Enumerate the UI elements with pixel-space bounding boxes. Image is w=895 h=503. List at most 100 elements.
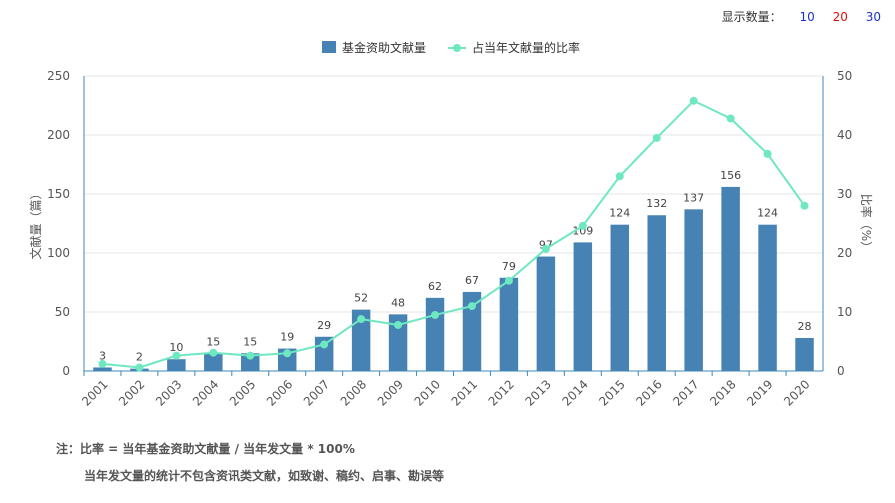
ratio-point bbox=[283, 349, 292, 358]
y-tick-right: 40 bbox=[837, 128, 852, 142]
bar bbox=[241, 353, 260, 371]
bar-value-label: 62 bbox=[428, 280, 442, 293]
legend-swatch-bars bbox=[322, 41, 336, 53]
bar-value-label: 132 bbox=[646, 197, 667, 210]
x-tick-label: 2001 bbox=[79, 377, 110, 408]
bar bbox=[721, 186, 740, 371]
ratio-point bbox=[209, 348, 218, 357]
ratio-line bbox=[102, 99, 806, 369]
y-tick-left: 150 bbox=[47, 187, 70, 201]
bar-value-label: 79 bbox=[502, 260, 516, 273]
y-axis-title-right: 比率（%） bbox=[859, 194, 874, 253]
bar bbox=[573, 242, 593, 371]
bar bbox=[425, 297, 445, 371]
legend-label-bars: 基金资助文献量 bbox=[342, 40, 426, 55]
x-tick-label: 2016 bbox=[633, 377, 664, 408]
footnote-line-2: 当年发文量的统计不包含资讯类文献，如致谢、稿约、启事、勘误等 bbox=[84, 469, 445, 483]
bar bbox=[499, 277, 519, 371]
x-tick-label: 2015 bbox=[596, 377, 627, 408]
x-tick-label: 2009 bbox=[375, 377, 406, 408]
bar bbox=[795, 337, 814, 371]
ratio-point bbox=[504, 276, 513, 285]
bar-value-label: 28 bbox=[798, 320, 812, 333]
x-tick-label: 2020 bbox=[781, 377, 812, 408]
y-tick-right: 10 bbox=[837, 305, 852, 319]
bar bbox=[684, 209, 703, 371]
display-count-option-10[interactable]: 10 bbox=[799, 10, 815, 24]
display-count-option-30[interactable]: 30 bbox=[865, 10, 881, 24]
x-tick-label: 2019 bbox=[744, 377, 775, 408]
ratio-point bbox=[431, 310, 440, 319]
bar-value-label: 3 bbox=[99, 349, 106, 362]
y-tick-right: 50 bbox=[837, 69, 852, 83]
bar-value-label: 67 bbox=[465, 274, 479, 287]
x-tick-label: 2005 bbox=[227, 377, 258, 408]
legend-swatch-point bbox=[453, 44, 461, 52]
ratio-point bbox=[135, 363, 144, 372]
x-tick-label: 2014 bbox=[559, 377, 590, 408]
bar bbox=[167, 359, 186, 371]
ratio-point bbox=[726, 114, 735, 123]
y-tick-left: 50 bbox=[55, 305, 70, 319]
ratio-point bbox=[320, 340, 329, 349]
bar bbox=[536, 256, 556, 371]
bar-value-label: 137 bbox=[683, 191, 704, 204]
bar bbox=[93, 367, 112, 371]
x-tick-label: 2008 bbox=[338, 377, 369, 408]
footnote-line-1: 注：比率 = 当年基金资助文献量 / 当年发文量 * 100% bbox=[56, 442, 355, 456]
ratio-point bbox=[172, 351, 181, 360]
bar bbox=[758, 224, 777, 371]
x-tick-label: 2018 bbox=[707, 377, 738, 408]
x-tick-label: 2004 bbox=[190, 377, 221, 408]
bar-value-label: 52 bbox=[354, 292, 368, 305]
bar bbox=[462, 291, 482, 371]
y-tick-right: 0 bbox=[837, 364, 845, 378]
y-tick-right: 30 bbox=[837, 187, 852, 201]
x-tick-label: 2006 bbox=[264, 377, 295, 408]
bar-value-label: 15 bbox=[206, 335, 220, 348]
ratio-point bbox=[541, 244, 550, 253]
ratio-point bbox=[652, 133, 661, 142]
bar-value-label: 10 bbox=[169, 341, 183, 354]
bar-value-label: 156 bbox=[720, 169, 741, 182]
bar bbox=[647, 215, 666, 371]
ratio-point bbox=[578, 221, 587, 230]
bar bbox=[388, 314, 408, 371]
y-tick-left: 0 bbox=[62, 364, 70, 378]
bar-value-label: 2 bbox=[136, 351, 143, 364]
bar-value-label: 124 bbox=[757, 207, 778, 220]
bar-value-label: 124 bbox=[609, 207, 630, 220]
ratio-point bbox=[763, 149, 772, 158]
y-tick-right: 20 bbox=[837, 246, 852, 260]
x-tick-label: 2002 bbox=[116, 377, 147, 408]
ratio-point bbox=[98, 359, 107, 368]
x-tick-label: 2011 bbox=[449, 377, 480, 408]
bar bbox=[610, 224, 630, 371]
chart: 0 50 100 150 200 250 0 10 20 30 40 50 文献量（篇） 比率（%） 3 2 1… bbox=[28, 40, 874, 409]
y-tick-left: 250 bbox=[47, 69, 70, 83]
display-count-option-20[interactable]: 20 bbox=[832, 10, 848, 24]
x-tick-label: 2010 bbox=[412, 377, 443, 408]
bar-value-label: 19 bbox=[280, 331, 294, 344]
ratio-point bbox=[394, 320, 403, 329]
ratio-point bbox=[800, 201, 809, 210]
display-count-controls: 显示数量： 10 20 30 bbox=[708, 8, 881, 25]
bar-value-label: 15 bbox=[243, 335, 257, 348]
y-axis-title-left: 文献量（篇） bbox=[28, 187, 43, 259]
ratio-point bbox=[467, 302, 476, 311]
ratio-point bbox=[689, 96, 698, 105]
footnote: 注：比率 = 当年基金资助文献量 / 当年发文量 * 100% 当年发文量的统计… bbox=[56, 440, 444, 484]
legend-label-line: 占当年文献量的比率 bbox=[472, 40, 580, 55]
x-tick-label: 2017 bbox=[670, 377, 701, 408]
bar-value-label: 48 bbox=[391, 296, 405, 309]
x-tick-label: 2013 bbox=[522, 377, 553, 408]
bar-value-label: 109 bbox=[572, 224, 593, 237]
display-count-label: 显示数量： bbox=[721, 10, 782, 24]
y-tick-left: 100 bbox=[47, 246, 70, 260]
bar bbox=[204, 353, 223, 371]
ratio-point bbox=[246, 351, 255, 360]
ratio-point bbox=[357, 315, 366, 324]
ratio-point bbox=[615, 172, 624, 181]
bar bbox=[351, 309, 371, 371]
x-tick-label: 2003 bbox=[153, 377, 184, 408]
